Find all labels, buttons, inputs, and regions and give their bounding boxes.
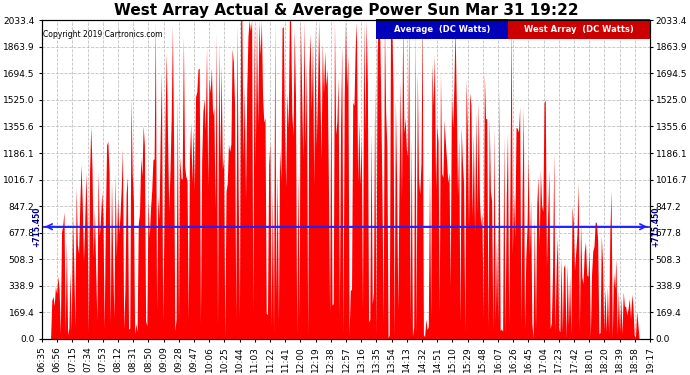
Text: +715.450: +715.450 [651,207,660,247]
Title: West Array Actual & Average Power Sun Mar 31 19:22: West Array Actual & Average Power Sun Ma… [114,3,578,18]
Text: Copyright 2019 Cartronics.com: Copyright 2019 Cartronics.com [43,30,163,39]
Text: +715.450: +715.450 [32,207,41,247]
